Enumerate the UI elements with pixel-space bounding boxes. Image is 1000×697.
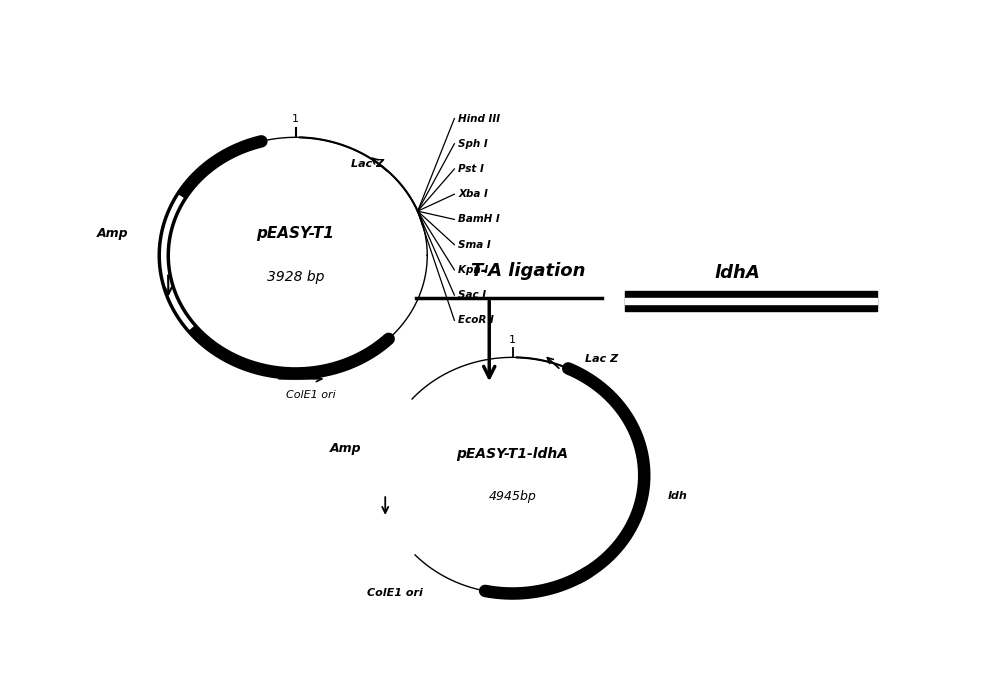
Text: Xba I: Xba I (458, 189, 488, 199)
Text: BamH I: BamH I (458, 215, 500, 224)
Text: Pst I: Pst I (458, 164, 484, 174)
Text: Amp: Amp (97, 227, 129, 240)
Text: 4945bp: 4945bp (489, 491, 536, 503)
Text: Hind III: Hind III (458, 114, 500, 123)
Text: 3928 bp: 3928 bp (267, 270, 324, 284)
Text: ldh: ldh (668, 491, 687, 500)
Text: 1: 1 (509, 335, 516, 345)
Text: ColE1 ori: ColE1 ori (367, 588, 423, 599)
Text: ColE1 ori: ColE1 ori (286, 390, 336, 399)
Text: EcoR I: EcoR I (458, 315, 494, 325)
Text: Lac Z: Lac Z (351, 160, 384, 169)
Text: T-A ligation: T-A ligation (471, 261, 585, 279)
Text: Kpn I: Kpn I (458, 265, 488, 275)
Text: Sma I: Sma I (458, 240, 491, 250)
Text: pEASY-T1: pEASY-T1 (257, 227, 334, 241)
Text: 1: 1 (292, 114, 299, 124)
Text: Lac Z: Lac Z (585, 354, 618, 364)
Text: Sac I: Sac I (458, 290, 486, 300)
Text: Sph I: Sph I (458, 139, 488, 148)
Text: ldhA: ldhA (714, 264, 760, 282)
Text: pEASY-T1-ldhA: pEASY-T1-ldhA (456, 447, 568, 461)
Text: Amp: Amp (330, 442, 361, 455)
